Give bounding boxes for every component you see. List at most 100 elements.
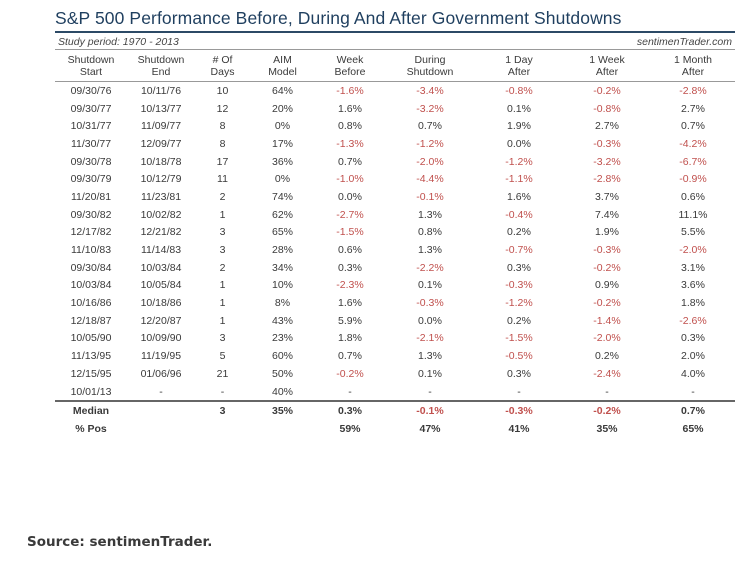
- column-header-line: 1 Week: [589, 54, 625, 66]
- table-cell: 0.6%: [681, 190, 705, 203]
- column-header-line: 1 Day: [505, 54, 533, 66]
- table-cell: 2.0%: [681, 350, 705, 363]
- table-cell: -2.3%: [336, 279, 364, 292]
- table-cell: 2: [219, 190, 226, 203]
- column-header-line: Shutdown: [67, 54, 115, 66]
- table-cell: 3: [219, 244, 226, 257]
- column-header-line: After: [595, 66, 619, 78]
- table-cell: 28%: [271, 244, 293, 257]
- table-cell: 35%: [250, 400, 315, 421]
- table-cell: 1: [219, 279, 226, 292]
- table-cell: 0.3%: [507, 261, 531, 274]
- table-cell: 11: [217, 173, 228, 186]
- table-cell: 20%: [271, 102, 293, 115]
- table-cell: 1: [219, 314, 226, 327]
- table-cell: 59%: [339, 422, 361, 435]
- table-cell: -: [348, 385, 352, 398]
- table-cell: 21: [216, 367, 229, 380]
- table-cell: -0.1%: [385, 400, 475, 421]
- column-header-line: AIM: [273, 54, 292, 66]
- table-cell: 3.7%: [595, 190, 619, 203]
- table-cell: 0.9%: [595, 279, 619, 292]
- table-row: 10/03/84 10/05/84 1 10% -2.3% 0.1% -0.3% 0.9% 3.…: [55, 277, 735, 295]
- table-cell: 4.0%: [681, 367, 705, 380]
- table-cell: -0.1%: [416, 190, 444, 203]
- table-cell: 1.6%: [338, 297, 362, 310]
- column-header-line: During: [414, 54, 446, 66]
- table-cell: -: [605, 385, 609, 398]
- table-cell: -2.8%: [679, 84, 707, 97]
- table-cell: 10/12/79: [140, 173, 182, 186]
- column-header-line: # Of: [212, 54, 233, 66]
- table-row: 12/18/87 12/20/87 1 43% 5.9% 0.0% 0.2% -1.4% -2.…: [55, 312, 735, 330]
- column-header-line: Model: [268, 66, 297, 78]
- table-cell: 0.2%: [507, 226, 531, 239]
- table-cell: 09/30/84: [70, 261, 112, 274]
- table-row: 10/01/13 - - 40% - - - - -: [55, 383, 735, 402]
- table-cell: 0.3%: [507, 367, 531, 380]
- column-header: # Of Days: [195, 50, 250, 82]
- table-cell: 17%: [271, 137, 293, 150]
- table-cell: 7.4%: [595, 208, 619, 221]
- table-cell: 11/14/83: [140, 244, 182, 257]
- column-header: AIM Model: [250, 50, 315, 82]
- table-cell: 1.9%: [507, 120, 531, 133]
- table-cell: -4.4%: [416, 173, 444, 186]
- table-cell: -0.8%: [505, 84, 533, 97]
- table-cell: 11/19/95: [140, 350, 182, 363]
- table-row: 11/30/77 12/09/77 8 17% -1.3% -1.2% 0.0% -0.3% -…: [55, 135, 735, 153]
- table-cell: 10/03/84: [140, 261, 182, 274]
- column-header-line: After: [681, 66, 705, 78]
- table-cell: 0.6%: [338, 244, 362, 257]
- source-note: Source: sentimenTrader.: [27, 534, 213, 550]
- table-cell: 09/30/82: [70, 208, 112, 221]
- table-cell: -0.2%: [336, 367, 364, 380]
- percent-positive-row: % Pos 59% 47% 41% 35% 65%: [55, 420, 735, 438]
- table-cell: [127, 400, 195, 421]
- study-period: Study period: 1970 - 2013: [58, 36, 179, 48]
- table-cell: 47%: [419, 422, 441, 435]
- table-cell: 12: [216, 102, 229, 115]
- table-cell: [195, 420, 250, 438]
- table-row: 12/17/82 12/21/82 3 65% -1.5% 0.8% 0.2% 1.9% 5.5…: [55, 224, 735, 242]
- table-cell: 12/09/77: [140, 137, 182, 150]
- table-cell: 5: [219, 350, 226, 363]
- table-cell: 11/13/95: [70, 350, 112, 363]
- table-cell: -1.6%: [336, 84, 364, 97]
- table-cell: -4.2%: [679, 137, 707, 150]
- report-title: S&P 500 Performance Before, During And A…: [55, 8, 622, 28]
- table-cell: 0.7%: [418, 120, 442, 133]
- table-cell: 74%: [271, 190, 293, 203]
- table-cell: 1.8%: [681, 297, 705, 310]
- table-cell: 35%: [596, 422, 618, 435]
- table-row: 11/20/81 11/23/81 2 74% 0.0% -0.1% 1.6% 3.7% 0.6…: [55, 188, 735, 206]
- table-cell: -: [220, 385, 225, 398]
- table-cell: 11/09/77: [140, 120, 182, 133]
- table-cell: -1.0%: [336, 173, 364, 186]
- table-cell: 65%: [271, 226, 293, 239]
- column-header-line: Week: [336, 54, 364, 66]
- column-header-line: After: [507, 66, 531, 78]
- table-cell: 34%: [271, 261, 293, 274]
- table-cell: 3: [219, 332, 226, 345]
- table-cell: -2.0%: [593, 332, 621, 345]
- table-cell: -6.7%: [679, 155, 707, 168]
- table-row: 10/05/90 10/09/90 3 23% 1.8% -2.1% -1.5% -2.0% 0…: [55, 330, 735, 348]
- table-cell: 10/03/84: [70, 279, 112, 292]
- table-cell: 10/16/86: [70, 297, 112, 310]
- table-cell: 0.1%: [418, 279, 442, 292]
- table-cell: 09/30/77: [70, 102, 112, 115]
- table-cell: 64%: [271, 84, 293, 97]
- table-cell: 41%: [508, 422, 530, 435]
- meta-bar: Study period: 1970 - 2013 sentimenTrader…: [55, 33, 735, 50]
- shutdown-report: S&P 500 Performance Before, During And A…: [55, 8, 735, 438]
- column-header: 1 Day After: [475, 50, 563, 82]
- table-row: 09/30/82 10/02/82 1 62% -2.7% 1.3% -0.4% 7.4% 11…: [55, 206, 735, 224]
- table-row: 11/13/95 11/19/95 5 60% 0.7% 1.3% -0.5% 0.2% 2.0…: [55, 347, 735, 365]
- table-cell: 0.0%: [507, 137, 531, 150]
- column-header-line: Days: [210, 66, 235, 78]
- table-cell: -1.2%: [416, 137, 444, 150]
- table-cell: 10/11/76: [140, 84, 182, 97]
- table-cell: 8%: [274, 297, 291, 310]
- table-cell: 12/17/82: [70, 226, 112, 239]
